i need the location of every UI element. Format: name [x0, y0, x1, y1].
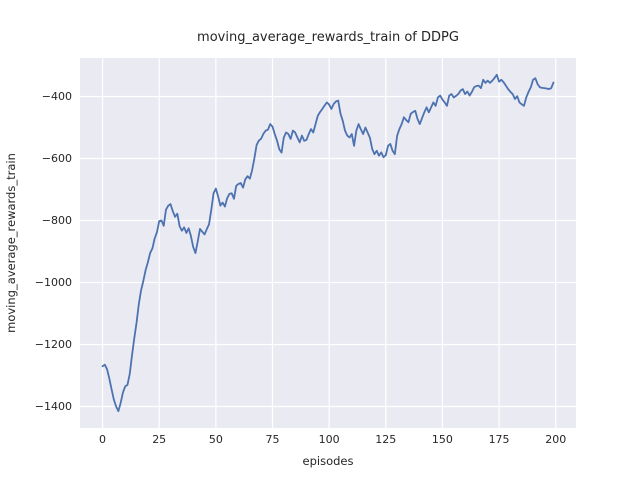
ddpg-reward-line — [101, 73, 555, 413]
x-tick-label: 125 — [375, 433, 397, 446]
plot-area — [80, 58, 576, 428]
y-tick-label: −1200 — [34, 337, 72, 351]
y-axis-label: moving_average_rewards_train — [4, 153, 18, 333]
x-tick-label: 100 — [318, 433, 340, 446]
x-axis-label: episodes — [302, 454, 354, 468]
plot-background — [80, 58, 576, 428]
x-tick-label: 0 — [99, 433, 107, 446]
x-tick-label: 175 — [488, 433, 510, 446]
y-tick-label: −1400 — [34, 399, 72, 413]
y-tick-label: −1000 — [34, 275, 72, 289]
chart-title: moving_average_rewards_train of DDPG — [197, 30, 459, 45]
x-tick-label: 25 — [152, 433, 167, 446]
x-tick-label: 150 — [431, 433, 453, 446]
x-tick-label: 75 — [265, 433, 280, 446]
y-tick-label: −400 — [41, 89, 72, 103]
x-tick-label: 50 — [208, 433, 223, 446]
chart-canvas — [80, 58, 576, 428]
y-tick-label: −800 — [41, 213, 72, 227]
x-tick-label: 200 — [545, 433, 567, 446]
y-tick-label: −600 — [41, 151, 72, 165]
